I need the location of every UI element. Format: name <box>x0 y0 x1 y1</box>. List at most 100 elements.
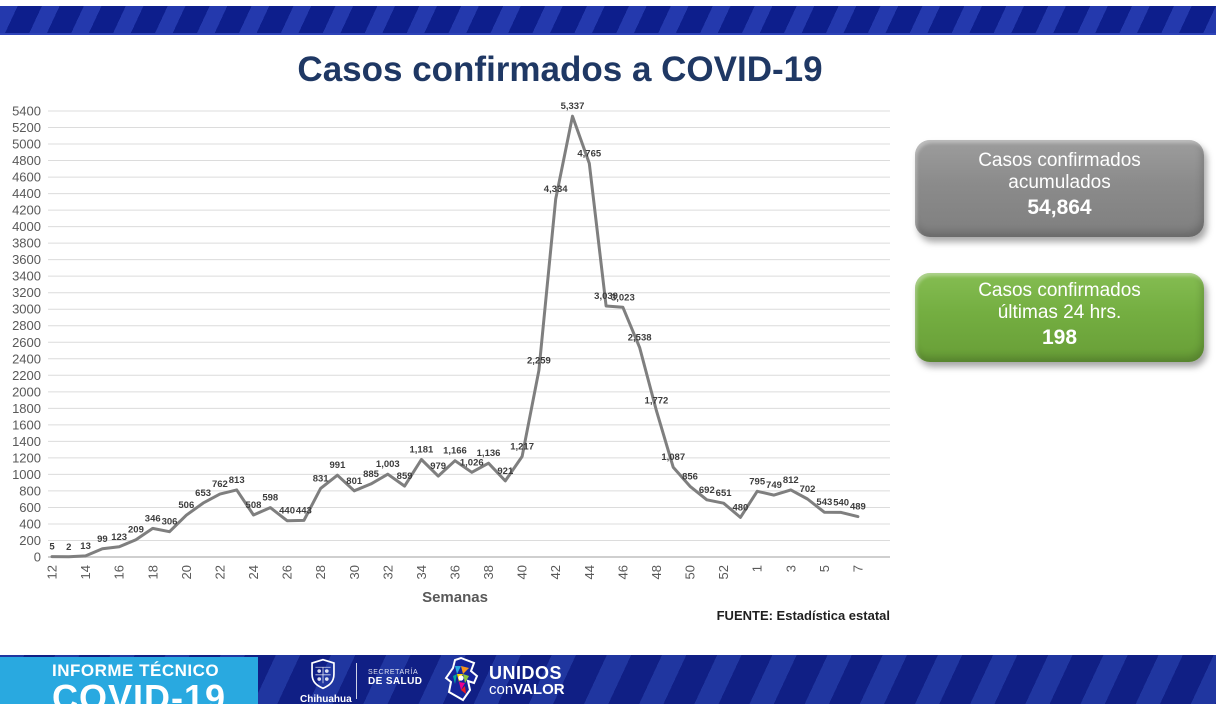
unidos-con-valor-logo <box>441 656 485 709</box>
data-point-label: 1,181 <box>409 444 433 455</box>
accumulated-cases-label-line1: Casos confirmados <box>978 150 1141 171</box>
y-axis-tick-label: 4400 <box>12 186 41 201</box>
x-axis-tick-label: 18 <box>145 565 160 579</box>
valor-label: VALOR <box>513 681 565 698</box>
informe-tecnico-label: INFORME TÉCNICO <box>52 661 220 680</box>
x-axis-tick-label: 24 <box>246 565 261 579</box>
health-ministry-logo-text: SECRETARÍA DE SALUD <box>368 669 422 687</box>
x-axis-tick-label: 3 <box>783 565 798 572</box>
data-point-label: 1,087 <box>661 452 685 463</box>
chihuahua-label: Chihuahua <box>300 694 352 705</box>
cases-line-chart: 0200400600800100012001400160018002000220… <box>12 101 890 579</box>
last24h-cases-value: 198 <box>1041 326 1078 349</box>
data-point-label: 813 <box>229 475 245 486</box>
data-point-label: 702 <box>800 484 816 495</box>
source-note: FUENTE: Estadística estatal <box>716 608 890 623</box>
data-point-label: 2 <box>66 542 71 553</box>
accumulated-cases-card: Casos confirmados acumulados 54,864 <box>915 140 1204 237</box>
footer-divider <box>356 663 357 699</box>
data-point-label: 2,259 <box>527 355 551 366</box>
data-point-label: 801 <box>346 476 363 487</box>
x-axis-tick-label: 42 <box>548 565 563 579</box>
y-axis-tick-label: 4000 <box>12 219 41 234</box>
data-point-label: 692 <box>699 485 715 496</box>
data-point-label: 440 <box>279 506 295 517</box>
chihuahua-government-logo: Chihuahua <box>300 658 352 705</box>
x-axis-tick-label: 30 <box>347 565 362 579</box>
y-axis-tick-label: 0 <box>34 550 41 565</box>
data-point-label: 3,023 <box>611 292 635 303</box>
data-point-label: 1,026 <box>460 457 484 468</box>
y-axis-tick-label: 2600 <box>12 335 41 350</box>
accumulated-cases-value: 54,864 <box>1027 196 1092 219</box>
x-axis-tick-label: 7 <box>850 565 865 572</box>
data-point-label: 306 <box>162 517 178 528</box>
x-axis-tick-label: 44 <box>582 565 597 579</box>
data-point-label: 1,166 <box>443 446 467 457</box>
data-point-label: 885 <box>363 469 380 480</box>
x-axis-tick-label: 20 <box>179 565 194 579</box>
last24h-cases-label-line2: últimas 24 hrs. <box>997 302 1122 323</box>
secretaria-label: SECRETARÍA <box>368 669 419 676</box>
top-striped-banner <box>0 6 1216 35</box>
y-axis-tick-label: 3000 <box>12 302 41 317</box>
data-point-label: 991 <box>330 460 347 471</box>
page-title: Casos confirmados a COVID-19 <box>297 50 823 89</box>
data-point-label: 1,772 <box>645 396 669 407</box>
y-axis-tick-label: 2400 <box>12 351 41 366</box>
data-point-label: 762 <box>212 479 228 490</box>
data-point-label: 209 <box>128 525 144 536</box>
data-point-label: 2,538 <box>628 332 652 343</box>
last24h-cases-card: Casos confirmados últimas 24 hrs. 198 <box>915 273 1204 362</box>
data-point-label: 4,334 <box>544 184 568 195</box>
last24h-cases-label-line1: Casos confirmados <box>978 280 1141 301</box>
y-axis-tick-label: 400 <box>19 516 41 531</box>
data-point-label: 1,217 <box>510 441 534 452</box>
data-point-label: 5,337 <box>561 101 585 112</box>
x-axis-tick-label: 38 <box>481 565 496 579</box>
y-axis-tick-label: 1000 <box>12 467 41 482</box>
x-axis-tick-label: 50 <box>683 565 698 579</box>
y-axis-tick-label: 5000 <box>12 137 41 152</box>
data-point-label: 443 <box>296 505 312 516</box>
x-axis-tick-label: 48 <box>649 565 664 579</box>
x-axis-tick-label: 36 <box>448 565 463 579</box>
data-point-label: 749 <box>766 480 782 491</box>
y-axis-tick-label: 200 <box>19 533 41 548</box>
x-axis-title: Semanas <box>422 589 488 606</box>
data-point-label: 979 <box>430 461 446 472</box>
data-point-label: 856 <box>682 471 698 482</box>
y-axis-tick-label: 600 <box>19 500 41 515</box>
y-axis-tick-label: 3200 <box>12 285 41 300</box>
series-line <box>50 114 860 559</box>
y-axis-tick-label: 1600 <box>12 417 41 432</box>
y-axis-tick-label: 2200 <box>12 368 41 383</box>
data-point-label: 489 <box>850 502 866 513</box>
data-point-label: 5 <box>49 542 55 553</box>
y-axis-tick-label: 2800 <box>12 318 41 333</box>
data-point-label: 812 <box>783 475 799 486</box>
y-axis-tick-label: 4800 <box>12 153 41 168</box>
x-axis-tick-label: 22 <box>212 565 227 579</box>
de-salud-label: DE SALUD <box>368 676 423 687</box>
x-axis-tick-label: 34 <box>414 565 429 579</box>
y-axis-tick-label: 3400 <box>12 269 41 284</box>
y-axis-tick-label: 5400 <box>12 104 41 119</box>
y-axis-tick-label: 3800 <box>12 236 41 251</box>
chihuahua-state-mosaic-icon <box>444 656 479 702</box>
data-point-label: 346 <box>145 513 161 524</box>
x-axis-tick-label: 28 <box>313 565 328 579</box>
data-point-label: 921 <box>497 466 514 477</box>
data-point-label: 3,039 <box>594 291 618 302</box>
unidos-con-valor-text: UNIDOS conVALOR <box>489 663 565 698</box>
chihuahua-shield-icon <box>311 658 335 690</box>
data-point-label: 540 <box>833 497 849 508</box>
x-axis-tick-label: 1 <box>750 565 765 572</box>
y-axis-tick-label: 1400 <box>12 434 41 449</box>
y-axis-tick-label: 5200 <box>12 120 41 135</box>
data-point-label: 598 <box>262 493 278 504</box>
data-point-label: 1,136 <box>477 448 501 459</box>
y-axis-tick-label: 800 <box>19 483 41 498</box>
covid19-label: COVID-19 <box>52 677 227 704</box>
y-axis-tick-label: 4600 <box>12 170 41 185</box>
